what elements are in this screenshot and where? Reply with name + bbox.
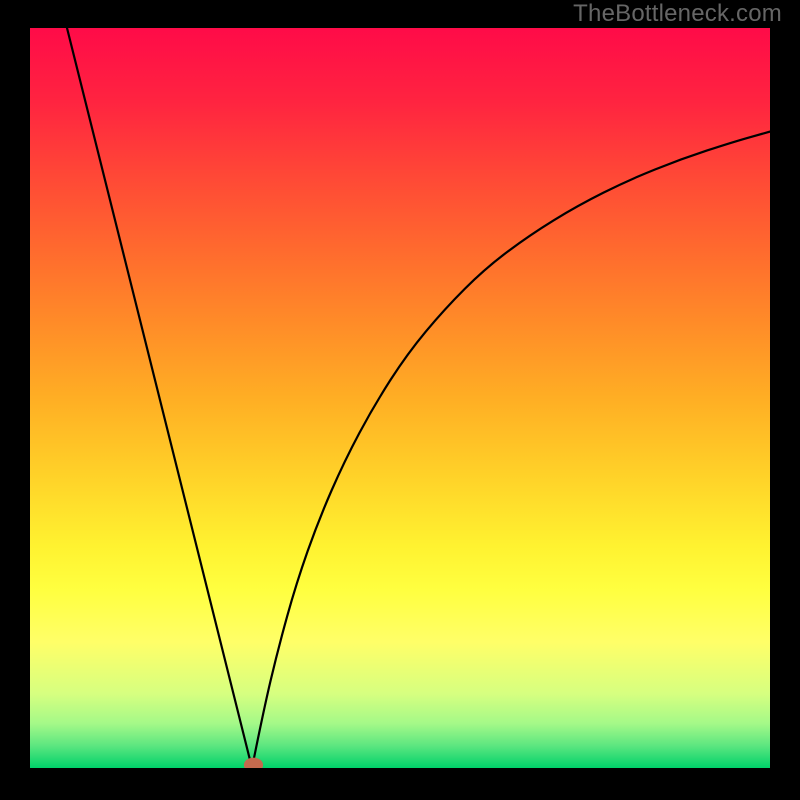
- gradient-background: [30, 28, 770, 768]
- chart-container: TheBottleneck.com: [0, 0, 800, 800]
- plot-area: [30, 28, 770, 768]
- watermark-text: TheBottleneck.com: [573, 0, 782, 28]
- chart-svg: [30, 28, 770, 768]
